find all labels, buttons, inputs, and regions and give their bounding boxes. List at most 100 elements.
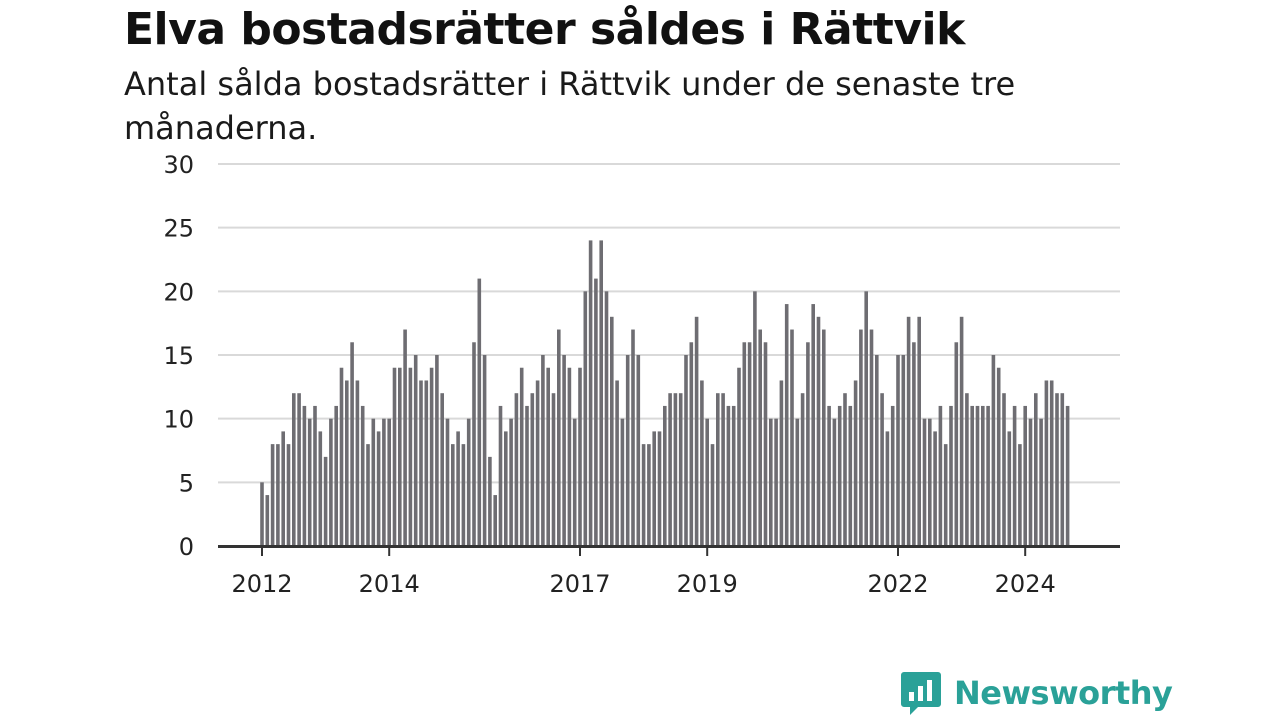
bar [954, 342, 959, 546]
bar [292, 393, 296, 546]
y-tick-label: 10 [163, 406, 194, 434]
bar [700, 380, 704, 546]
bar [1044, 380, 1049, 546]
bar [318, 431, 323, 546]
bar [880, 393, 884, 546]
bar [737, 367, 741, 546]
bar [933, 431, 937, 546]
bar [938, 405, 943, 546]
bar [689, 342, 694, 546]
bar [1023, 405, 1027, 546]
brand-name: Newsworthy [954, 674, 1173, 712]
bar [334, 405, 338, 546]
bar [339, 367, 344, 546]
bar [721, 393, 725, 546]
bar [371, 418, 376, 546]
bar [599, 240, 603, 546]
bar [800, 393, 805, 546]
y-axis-labels: 0 5 10 15 20 25 30 [163, 151, 194, 561]
bar [509, 418, 513, 546]
x-tick-label: 2019 [677, 570, 738, 598]
bar [890, 405, 895, 546]
bar [1002, 393, 1006, 546]
bar [837, 405, 842, 546]
bar [875, 355, 879, 546]
bar [307, 418, 312, 546]
bar [546, 367, 550, 546]
bar [901, 355, 906, 546]
x-tick-label: 2014 [359, 570, 420, 598]
bar [360, 405, 365, 546]
bar [758, 329, 762, 546]
bar [1028, 418, 1033, 546]
bar [456, 431, 460, 546]
bar [827, 405, 831, 546]
bar [594, 278, 598, 546]
bar [864, 291, 868, 546]
y-tick-label: 30 [163, 151, 194, 179]
bar [647, 444, 651, 546]
bar [975, 405, 980, 546]
bar [482, 355, 487, 546]
bar [678, 393, 683, 546]
bar [991, 355, 996, 546]
bar [747, 342, 752, 546]
bar [376, 431, 381, 546]
bar [763, 342, 768, 546]
bar [382, 418, 386, 546]
bars [260, 240, 1070, 546]
bar [1060, 393, 1065, 546]
bar [641, 444, 646, 546]
bar [784, 304, 789, 546]
bar [588, 240, 593, 546]
bar [769, 418, 773, 546]
bar [848, 405, 853, 546]
bar [795, 418, 800, 546]
bar [451, 444, 455, 546]
bar [657, 431, 662, 546]
bar [541, 355, 545, 546]
x-tick-label: 2012 [231, 570, 292, 598]
bar [694, 316, 699, 546]
bar [604, 291, 609, 546]
bar [440, 393, 444, 546]
bar [270, 444, 275, 546]
bar [811, 304, 815, 546]
bar [424, 380, 429, 546]
bar [514, 393, 519, 546]
bar [943, 444, 948, 546]
x-tick-label: 2017 [549, 570, 610, 598]
bar [922, 418, 927, 546]
bar [1049, 380, 1054, 546]
bar [896, 355, 900, 546]
bar [753, 291, 757, 546]
bar [906, 316, 911, 546]
bar [822, 329, 826, 546]
bar [350, 342, 354, 546]
bar [265, 495, 270, 546]
bar [477, 278, 482, 546]
newsworthy-logo-icon [901, 672, 941, 715]
bar [466, 418, 471, 546]
bar [567, 367, 572, 546]
bar [461, 444, 466, 546]
bar [636, 355, 641, 546]
bar [392, 367, 397, 546]
bar [869, 329, 874, 546]
bar [286, 444, 291, 546]
bar [329, 418, 333, 546]
bar [519, 367, 524, 546]
bar [663, 405, 667, 546]
bar [1065, 405, 1070, 546]
bar [779, 380, 784, 546]
bar [1012, 405, 1017, 546]
bar [673, 393, 678, 546]
bar [853, 380, 858, 546]
bar [668, 393, 672, 546]
bar [742, 342, 747, 546]
bar [435, 355, 439, 546]
chart-subtitle: Antal sålda bostadsrätter i Rättvik unde… [124, 65, 1016, 147]
bar [716, 393, 720, 546]
bar [562, 355, 566, 546]
